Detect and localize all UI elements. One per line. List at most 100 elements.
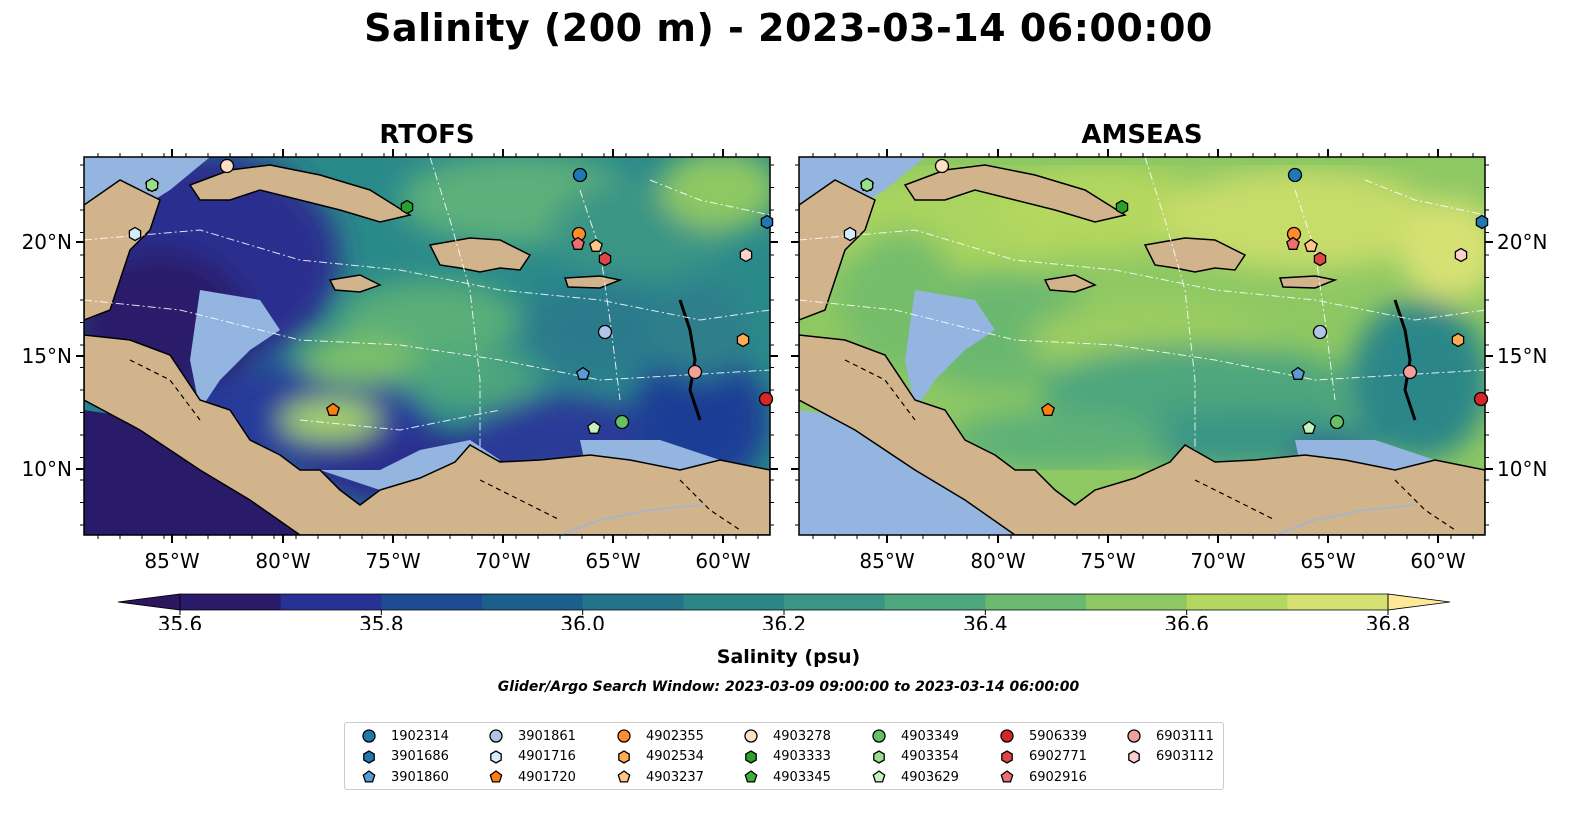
float-marker-4903333: [400, 199, 414, 215]
float-marker-4903629: [587, 420, 601, 434]
float-marker-6902916: [571, 236, 585, 250]
lon-tick-label: 75°W: [365, 549, 420, 573]
legend-item: 4901720: [488, 768, 576, 786]
legend-item: 6903112: [1126, 748, 1214, 766]
colorbar-tick-label: 36.4: [963, 612, 1008, 630]
legend-marker-pentagon: [1000, 770, 1014, 783]
lon-tick-label: 85°W: [859, 549, 914, 573]
legend: 1902314 3901686 3901860 3901861 4901716 49017…: [344, 722, 1224, 790]
legend-marker-hexagon: [618, 749, 630, 764]
colorbar-segment: [683, 594, 785, 610]
float-marker-3901860: [1291, 366, 1305, 380]
legend-item: 3901860: [361, 768, 449, 786]
float-marker-4903237: [589, 238, 603, 252]
float-marker-4901716: [843, 226, 857, 242]
lon-tick-label: 65°W: [585, 549, 640, 573]
legend-label: 4901720: [518, 769, 576, 785]
colorbar-extend-low: [117, 593, 181, 611]
legend-label: 4903354: [901, 749, 959, 764]
panel-title-rtofs: RTOFS: [379, 120, 475, 150]
legend-label: 4901716: [518, 749, 576, 764]
legend-marker-pentagon: [489, 770, 503, 783]
legend-marker-hexagon: [745, 749, 757, 764]
legend-item: 4901716: [488, 748, 576, 766]
legend-marker-pentagon: [362, 770, 376, 783]
float-marker-6902771: [598, 251, 612, 267]
legend-marker-circle: [362, 729, 376, 743]
legend-item: 3901861: [488, 727, 576, 745]
lon-tick-label: 70°W: [475, 549, 530, 573]
float-marker-5906339: [1473, 391, 1489, 407]
lat-tick-label: 15°N: [1497, 344, 1547, 368]
legend-label: 6903112: [1156, 749, 1214, 764]
legend-item: 6903111: [1126, 727, 1214, 745]
lon-tick-label: 60°W: [695, 549, 750, 573]
legend-marker-hexagon: [873, 749, 885, 764]
colorbar-segment: [482, 594, 584, 610]
lon-tick-label: 70°W: [1190, 549, 1245, 573]
legend-item: 4903349: [871, 727, 959, 745]
maps-canvas: 85°W 80°W 75°W 70°W 65°W 60°W 20°N 15°N 10°N 85°W…: [22, 149, 1547, 573]
colorbar-tick-label: 36.6: [1164, 612, 1209, 630]
legend-item: 5906339: [999, 727, 1087, 745]
legend-item: 4903629: [871, 768, 959, 786]
legend-label: 6902916: [1029, 769, 1087, 785]
float-marker-4903278: [934, 158, 950, 174]
legend-label: 4903333: [773, 749, 831, 764]
float-marker-4902534: [1451, 332, 1465, 348]
colorbar-segment: [381, 594, 483, 610]
legend-item: 1902314: [361, 727, 449, 745]
float-marker-6902916: [1286, 236, 1300, 250]
legend-label: 4903349: [901, 728, 959, 744]
float-marker-6903112: [739, 247, 753, 263]
lat-tick-label: 10°N: [22, 457, 72, 481]
legend-label: 5906339: [1029, 728, 1087, 744]
colorbar-label: Salinity (psu): [716, 646, 861, 668]
figure-title: Salinity (200 m) - 2023-03-14 06:00:00: [364, 6, 1213, 50]
float-marker-1902314: [1287, 167, 1303, 183]
legend-marker-pentagon: [744, 770, 758, 783]
float-marker-1902314: [572, 167, 588, 183]
legend-label: 4902534: [646, 749, 704, 764]
float-marker-4901720: [326, 402, 340, 416]
float-marker-4903349: [614, 414, 630, 430]
map-panel-amseas: [799, 157, 1485, 535]
legend-marker-hexagon: [363, 749, 375, 764]
colorbar-tick-label: 35.6: [158, 612, 203, 630]
colorbar-segment: [582, 594, 684, 610]
lon-tick-label: 65°W: [1300, 549, 1355, 573]
legend-label: 3901860: [391, 769, 449, 785]
legend-item: 4903333: [743, 748, 831, 766]
legend-marker-hexagon: [1128, 749, 1140, 764]
float-marker-6903111: [687, 364, 703, 380]
float-marker-3901861: [1312, 324, 1328, 340]
float-marker-5906339: [758, 391, 774, 407]
colorbar-segment: [280, 594, 382, 610]
colorbar-segment: [1086, 594, 1188, 610]
colorbar-segment: [1287, 594, 1389, 610]
legend-marker-pentagon: [872, 770, 886, 783]
float-marker-4901716: [128, 226, 142, 242]
lon-tick-label: 80°W: [970, 549, 1025, 573]
legend-item: 4903345: [743, 768, 831, 786]
float-marker-4903354: [860, 177, 874, 193]
legend-marker-circle: [489, 729, 503, 743]
float-marker-3901861: [597, 324, 613, 340]
lon-tick-label: 85°W: [144, 549, 199, 573]
legend-item: 4903354: [871, 748, 959, 766]
float-marker-4903237: [1304, 238, 1318, 252]
float-marker-4903349: [1329, 414, 1345, 430]
float-marker-4901720: [1041, 402, 1055, 416]
float-marker-6902771: [1313, 251, 1327, 267]
legend-item: 6902771: [999, 748, 1087, 766]
legend-item: 4903278: [743, 727, 831, 745]
legend-label: 4903237: [646, 769, 704, 785]
float-marker-3901686: [1475, 214, 1489, 230]
float-marker-4902534: [736, 332, 750, 348]
search-window-text: Glider/Argo Search Window: 2023-03-09 09…: [497, 679, 1080, 695]
legend-label: 4902355: [646, 728, 704, 744]
colorbar: 35.6 35.8 36.0 36.2 36.4 36.6 36.8: [117, 593, 1451, 630]
legend-item: 3901686: [361, 748, 449, 766]
legend-item: 6902916: [999, 768, 1087, 786]
colorbar-segment: [784, 594, 886, 610]
